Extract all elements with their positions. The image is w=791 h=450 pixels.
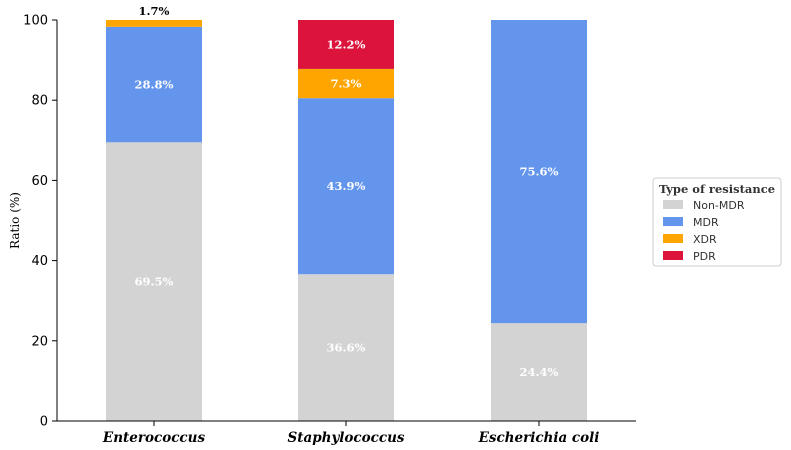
legend-box xyxy=(652,177,782,267)
legend-title: Type of resistance xyxy=(659,182,775,196)
bar-staphylococcus-xdr xyxy=(298,68,394,99)
bar-enterococcus-mdr xyxy=(106,26,202,143)
y-ticks: 0 20 40 60 80 100 xyxy=(23,14,57,430)
bars-layer xyxy=(106,20,587,421)
legend: Type of resistance Non-MDR MDR XDR PDR xyxy=(652,177,782,267)
bar-enterococcus-xdr xyxy=(106,20,202,27)
data-label-escherichia-coli-non-mdr: 24.4% xyxy=(520,365,559,379)
bar-staphylococcus-non-mdr xyxy=(298,274,394,421)
y-axis-label: Ratio (%) xyxy=(8,192,22,249)
legend-swatch-mdr xyxy=(663,217,683,226)
data-label-enterococcus-xdr: 1.7% xyxy=(139,4,170,18)
x-tick-label-enterococcus: Enterococcus xyxy=(102,430,206,446)
legend-label-non-mdr: Non-MDR xyxy=(693,199,745,212)
data-label-escherichia-coli-mdr: 75.6% xyxy=(520,165,559,179)
bar-staphylococcus-pdr xyxy=(298,20,394,69)
y-tick-label: 80 xyxy=(31,94,48,109)
segment-labels-layer: 69.5% 28.8% 1.7% 36.6% 43.9% 7.3% 12.2% 24.4% 75… xyxy=(135,4,559,379)
data-label-enterococcus-non-mdr: 69.5% xyxy=(135,275,174,289)
x-tick-label-escherichia-coli: Escherichia coli xyxy=(478,430,600,446)
data-label-staphylococcus-non-mdr: 36.6% xyxy=(327,341,366,355)
bar-enterococcus-non-mdr xyxy=(106,142,202,421)
bar-escherichia-coli-mdr xyxy=(491,20,587,324)
bar-escherichia-coli-non-mdr xyxy=(491,323,587,421)
legend-label-xdr: XDR xyxy=(693,233,717,246)
y-tick-label: 40 xyxy=(31,254,48,269)
legend-label-mdr: MDR xyxy=(693,216,719,229)
x-ticks: Enterococcus Staphylococcus Escherichia co… xyxy=(102,421,600,446)
bar-staphylococcus-mdr xyxy=(298,98,394,275)
legend-swatch-non-mdr xyxy=(663,200,683,209)
y-tick-label: 100 xyxy=(23,14,48,29)
data-label-staphylococcus-pdr: 12.2% xyxy=(327,37,366,51)
legend-swatch-pdr xyxy=(663,251,683,260)
y-tick-label: 0 xyxy=(40,415,48,430)
legend-label-pdr: PDR xyxy=(693,250,716,263)
legend-swatch-xdr xyxy=(663,234,683,243)
data-label-enterococcus-mdr: 28.8% xyxy=(135,78,174,92)
data-label-staphylococcus-xdr: 7.3% xyxy=(331,77,362,91)
y-tick-label: 60 xyxy=(31,174,48,189)
data-label-staphylococcus-mdr: 43.9% xyxy=(327,179,366,193)
x-tick-label-staphylococcus: Staphylococcus xyxy=(287,430,404,446)
y-tick-label: 20 xyxy=(31,334,48,349)
legend-items: Non-MDR MDR XDR PDR xyxy=(663,199,745,263)
